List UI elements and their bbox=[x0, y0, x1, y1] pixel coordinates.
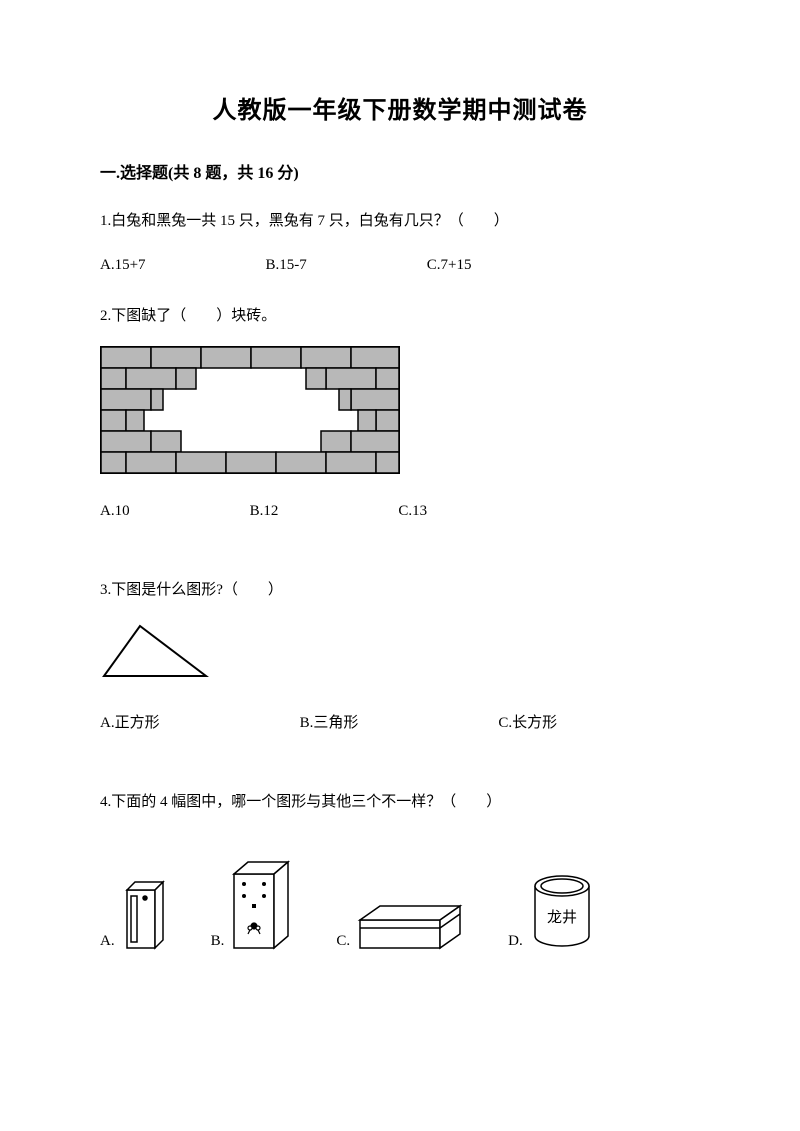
q2-opt-c: C.13 bbox=[398, 503, 427, 520]
q2-text: 2.下图缺了（ ）块砖。 bbox=[100, 304, 700, 328]
q2-options: A.10 B.12 C.13 bbox=[100, 503, 700, 520]
q4-text: 4.下面的 4 幅图中，哪一个图形与其他三个不一样？（ ） bbox=[100, 790, 700, 814]
q4-label-a: A. bbox=[100, 933, 115, 950]
cylinder-icon: 龙井 bbox=[529, 874, 595, 950]
cylinder-label: 龙井 bbox=[547, 909, 577, 926]
q3-opt-a: A.正方形 bbox=[100, 711, 160, 732]
q1-opt-b: B.15-7 bbox=[266, 257, 307, 274]
q4-opt-a: A. bbox=[100, 878, 169, 950]
q2-opt-a: A.10 bbox=[100, 503, 130, 520]
section-heading: 一.选择题(共 8 题，共 16 分) bbox=[100, 159, 700, 183]
q3-text: 3.下图是什么图形?（ ） bbox=[100, 578, 700, 602]
triangle-figure bbox=[100, 622, 700, 685]
q4-opt-c: C. bbox=[336, 904, 466, 950]
q1-opt-a: A.15+7 bbox=[100, 257, 146, 274]
brick-wall-figure bbox=[100, 346, 700, 481]
q3-opt-c: C.长方形 bbox=[498, 711, 557, 732]
q1-options: A.15+7 B.15-7 C.7+15 bbox=[100, 257, 700, 274]
q3-opt-b: B.三角形 bbox=[300, 711, 359, 732]
page-title: 人教版一年级下册数学期中测试卷 bbox=[100, 90, 700, 125]
q1-opt-c: C.7+15 bbox=[427, 257, 472, 274]
q4-label-d: D. bbox=[508, 933, 523, 950]
q4-options: A. B. bbox=[100, 860, 700, 950]
flat-box-icon bbox=[356, 904, 466, 950]
q3-options: A.正方形 B.三角形 C.长方形 bbox=[100, 711, 700, 732]
q4-opt-b: B. bbox=[211, 860, 295, 950]
tall-box-icon bbox=[230, 860, 294, 950]
q4-label-b: B. bbox=[211, 933, 225, 950]
q2-opt-b: B.12 bbox=[250, 503, 279, 520]
q1-text: 1.白兔和黑兔一共 15 只，黑兔有 7 只，白兔有几只？（ ） bbox=[100, 209, 700, 233]
book-box-icon bbox=[121, 878, 169, 950]
q4-label-c: C. bbox=[336, 933, 350, 950]
q4-opt-d: D. 龙井 bbox=[508, 874, 595, 950]
